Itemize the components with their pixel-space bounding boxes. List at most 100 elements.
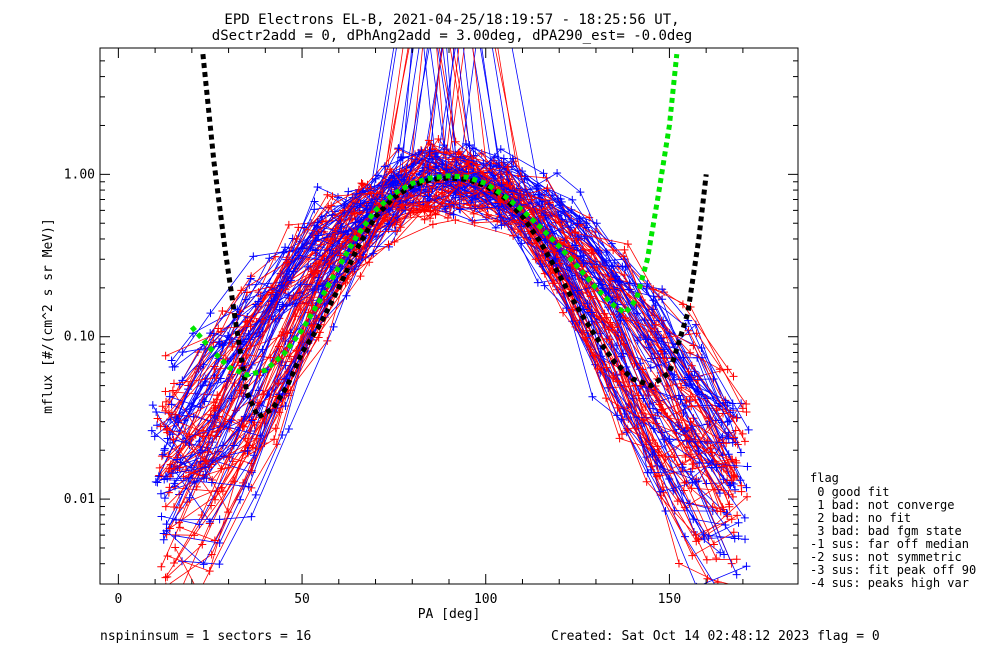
trace-point — [246, 274, 255, 283]
trace-point — [162, 397, 171, 406]
trace-point — [153, 414, 162, 423]
trace-point — [369, 249, 378, 258]
trace-point — [236, 495, 245, 504]
trace-point — [570, 228, 579, 237]
trace-line — [172, 151, 736, 478]
trace-point — [716, 507, 725, 516]
trace-point — [341, 234, 350, 243]
trace-point — [437, 190, 446, 199]
x-tick-label: 50 — [294, 592, 310, 607]
trace-point — [728, 399, 737, 408]
trace-point — [252, 434, 261, 443]
trace-point — [313, 183, 322, 191]
trace-point — [211, 495, 220, 504]
trace-point — [677, 383, 686, 392]
trace-point — [456, 205, 465, 214]
trace-point — [209, 338, 218, 347]
trace-line — [172, 152, 731, 486]
trace-point — [218, 441, 227, 450]
trace-point — [215, 538, 224, 547]
footer-left: nspininsum = 1 sectors = 16 — [100, 629, 311, 644]
y-tick-label: 0.01 — [64, 492, 95, 507]
trace-point — [168, 386, 177, 395]
trace-point — [686, 417, 695, 426]
trace-point — [308, 285, 317, 294]
trace-point — [694, 446, 703, 455]
trace-point — [170, 503, 179, 512]
trace-point — [163, 424, 172, 433]
trace-point — [723, 365, 732, 374]
trace-point — [482, 213, 491, 222]
trace-point — [162, 526, 171, 535]
trace-point — [175, 523, 184, 532]
trace-point — [243, 318, 252, 327]
trace-point — [228, 342, 237, 351]
trace-point — [493, 216, 502, 225]
trace-point — [158, 450, 167, 459]
trace-point — [567, 215, 576, 224]
trace-point — [602, 313, 611, 322]
trace-point — [732, 570, 741, 579]
trace-point — [152, 421, 161, 430]
trace-point — [531, 255, 540, 264]
trace-point — [197, 511, 206, 520]
trace-point — [621, 313, 630, 322]
trace-point — [658, 295, 667, 304]
trace-point — [210, 411, 219, 420]
trace-point — [328, 192, 337, 201]
trace-point — [171, 410, 180, 419]
trace-point — [660, 435, 669, 444]
trace-point — [688, 551, 697, 560]
trace-point — [722, 439, 731, 448]
axes: 0 50 100 150 0.01 0.10 1.00 — [64, 47, 798, 607]
trace-point — [212, 373, 221, 382]
trace-point — [559, 308, 568, 317]
trace-point — [624, 285, 633, 294]
trace-point — [167, 356, 176, 365]
trace-point — [380, 162, 389, 171]
trace-point — [661, 452, 670, 461]
trace-point — [686, 379, 695, 388]
trace-point — [733, 413, 742, 422]
trace-point — [212, 432, 221, 441]
trace-point — [310, 205, 319, 214]
trace-point — [716, 548, 725, 557]
trace-point — [700, 535, 709, 544]
trace-point — [278, 300, 287, 309]
trace-point — [230, 477, 239, 486]
trace-point — [357, 179, 366, 188]
trace-point — [168, 362, 177, 371]
trace-point — [652, 320, 661, 329]
trace-point — [656, 487, 665, 496]
trace-point — [244, 482, 253, 491]
trace-point — [689, 341, 698, 350]
trace-point — [665, 475, 674, 484]
trace-point — [158, 402, 167, 411]
trace-point — [274, 379, 283, 388]
trace-point — [156, 489, 165, 498]
trace-point — [562, 304, 571, 313]
trace-point — [148, 401, 157, 410]
trace-point — [384, 240, 393, 249]
trace-point — [164, 452, 173, 461]
trace-point — [282, 301, 291, 310]
trace-line — [166, 181, 713, 525]
trace-line — [165, 151, 713, 513]
trace-point — [604, 325, 613, 334]
trace-point — [715, 489, 724, 498]
trace-point — [307, 267, 316, 276]
trace-line — [175, 48, 715, 584]
trace-point — [164, 408, 173, 417]
trace-line — [176, 48, 736, 477]
trace-point — [421, 187, 430, 196]
trace-point — [383, 214, 392, 223]
trace-point — [535, 205, 544, 214]
trace-point — [414, 148, 423, 157]
trace-point — [703, 437, 712, 446]
trace-point — [246, 322, 255, 331]
trace-point — [548, 279, 557, 288]
trace-point — [514, 233, 523, 242]
trace-point — [169, 435, 178, 444]
